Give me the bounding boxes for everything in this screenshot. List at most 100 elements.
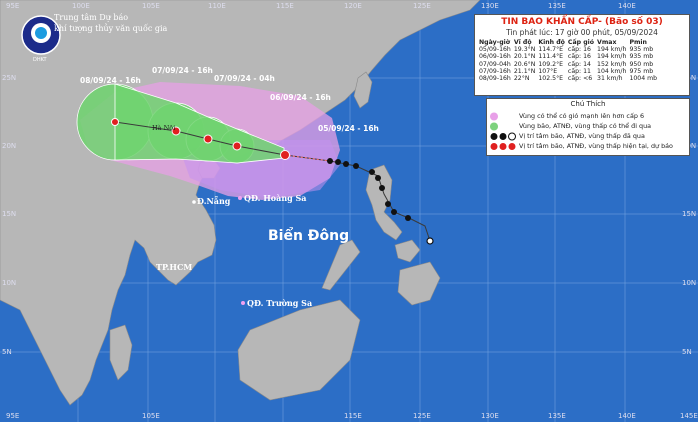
- cell: 152 km/h: [597, 60, 627, 68]
- cell: 06/09-16h: [479, 53, 511, 61]
- cell: cấp: 16: [567, 53, 591, 61]
- lon-top-125: 125E: [413, 2, 431, 10]
- legend-item-storm-zone: Vùng bão, ATNĐ, vùng thấp có thể đi qua: [489, 122, 652, 131]
- cell: 107°E: [538, 67, 558, 75]
- cell: 19.3°N: [513, 46, 536, 53]
- lon-bottom-140: 140E: [618, 412, 636, 420]
- lat-left-20: 20N: [2, 142, 17, 150]
- cell: 07/09-04h: [479, 60, 511, 68]
- lon-top-100: 100E: [72, 2, 90, 10]
- lon-top-140: 140E: [618, 2, 636, 10]
- lon-top-105: 105E: [142, 2, 160, 10]
- cell: 194 km/h: [597, 46, 627, 53]
- col-wind-level: Cấp gió: [567, 39, 595, 46]
- cell: cấp: 11: [567, 67, 591, 75]
- cell: cấp: 16: [567, 46, 591, 53]
- cell: 935 mb: [629, 46, 654, 53]
- cell: 114.7°E: [538, 46, 564, 53]
- table-row: 08/09-16h 22°N 102.5°E cấp: <6 31 km/h 1004 m…: [479, 75, 660, 82]
- legend-item-forecast-center: Vị trí tâm bão, ATNĐ, vùng thấp hiện tại…: [489, 142, 673, 150]
- lat-left-25: 25N: [2, 74, 17, 82]
- cell: 31 km/h: [597, 75, 623, 83]
- place-truongsa: QĐ. Trường Sa: [247, 298, 313, 308]
- lon-bottom-125: 125E: [413, 412, 431, 420]
- lon-bottom-95: 95E: [6, 412, 20, 420]
- table-row: 06/09-16h 20.1°N 111.4°E cấp: 16 194 km/h 935…: [479, 53, 660, 60]
- label-07-09-04h: 07/09/24 - 04h: [214, 74, 275, 83]
- cell: 22°N: [513, 75, 530, 83]
- cell: 21.1°N: [513, 67, 536, 75]
- forecast-center-icon: [490, 143, 516, 150]
- lat-right-5: 5N: [682, 348, 692, 356]
- legend-panel: Chú Thích Vùng có thể có gió mạnh lên hơ…: [486, 98, 690, 156]
- agency-logo: [21, 15, 61, 55]
- cell: 05/09-16h: [479, 46, 511, 53]
- lon-top-120: 120E: [344, 2, 362, 10]
- legend-text: Vị trí tâm bão, ATNĐ, vùng thấp đã qua: [519, 132, 645, 140]
- place-hanoi: Hà Nội: [152, 124, 176, 132]
- green-zone-icon: [490, 122, 498, 131]
- forecast-positions: [111, 118, 290, 160]
- table-header: Ngày-giờ Vĩ độ Kinh độ Cấp gió Vmax Pmin: [479, 39, 660, 46]
- legend-text: Vị trí tâm bão, ATNĐ, vùng thấp hiện tại…: [519, 142, 673, 150]
- org-name: Trung tâm Dự báo khí tượng thủy văn quốc…: [54, 12, 167, 34]
- lon-bottom-135: 135E: [548, 412, 566, 420]
- past-positions: [327, 158, 434, 245]
- lat-right-15: 15N: [682, 210, 697, 218]
- cell: 111.4°E: [538, 53, 564, 61]
- past-center-icon: [490, 132, 516, 141]
- cell: cấp: <6: [567, 75, 593, 83]
- pink-zone-icon: [490, 112, 498, 121]
- bulletin-issued: Tin phát lúc: 17 giờ 00 phút, 05/09/2024: [506, 28, 658, 37]
- col-pmin: Pmin: [629, 39, 647, 46]
- lat-left-15: 15N: [2, 210, 17, 218]
- table-row: 05/09-16h 19.3°N 114.7°E cấp: 16 194 km/h 935…: [479, 46, 660, 53]
- lon-top-95: 95E: [6, 2, 20, 10]
- org-line2: khí tượng thủy văn quốc gia: [54, 24, 168, 33]
- cell: 20.6°N: [513, 60, 536, 68]
- lon-top-115: 115E: [276, 2, 294, 10]
- lon-bottom-105: 105E: [142, 412, 160, 420]
- cell: 935 mb: [629, 53, 654, 61]
- cell: 194 km/h: [597, 53, 627, 61]
- org-line1: Trung tâm Dự báo: [54, 13, 129, 22]
- col-datetime: Ngày-giờ: [479, 39, 510, 46]
- legend-text: Vùng có thể có gió mạnh lên hơn cấp 6: [519, 112, 645, 120]
- col-lon: Kinh độ: [538, 39, 565, 46]
- lon-bottom-130: 130E: [481, 412, 499, 420]
- legend-text: Vùng bão, ATNĐ, vùng thấp có thể đi qua: [519, 122, 652, 130]
- legend-item-wind-zone: Vùng có thể có gió mạnh lên hơn cấp 6: [489, 112, 645, 121]
- forecast-table: Ngày-giờ Vĩ độ Kinh độ Cấp gió Vmax Pmin…: [479, 39, 660, 82]
- cell: 1004 mb: [629, 75, 658, 83]
- logo-text: DHKT: [33, 57, 47, 63]
- cell: 102.5°E: [538, 75, 564, 83]
- table-row: 07/09-04h 20.6°N 109.2°E cấp: 14 152 km/h 950…: [479, 61, 660, 68]
- cell: 109.2°E: [538, 60, 564, 68]
- label-06-09-16h: 06/09/24 - 16h: [270, 93, 331, 102]
- bulletin-panel: TIN BAO KHẨN CẤP- (Bão số 03) Tin phát l…: [474, 14, 690, 96]
- cell: cấp: 14: [567, 60, 591, 68]
- truongsa-dot: [241, 301, 245, 305]
- cell: 08/09-16h: [479, 75, 511, 83]
- lon-top-130: 130E: [481, 2, 499, 10]
- lat-right-10: 10N: [682, 279, 697, 287]
- lon-bottom-115: 115E: [344, 412, 362, 420]
- label-05-09-16h: 05/09/24 - 16h: [318, 124, 379, 133]
- bulletin-title: TIN BAO KHẨN CẤP- (Bão số 03): [501, 17, 663, 27]
- cell: 07/09-16h: [479, 67, 511, 75]
- place-hcm: TP.HCM: [156, 262, 193, 272]
- lon-top-135: 135E: [548, 2, 566, 10]
- cell: 104 km/h: [597, 67, 627, 75]
- lat-left-10: 10N: [2, 279, 17, 287]
- place-danang: Đ.Nẵng: [197, 196, 231, 206]
- col-lat: Vĩ độ: [513, 39, 532, 46]
- table-row: 07/09-16h 21.1°N 107°E cấp: 11 104 km/h 975 m…: [479, 68, 660, 75]
- sea-label: Biển Đông: [268, 228, 350, 244]
- legend-item-past-center: Vị trí tâm bão, ATNĐ, vùng thấp đã qua: [489, 132, 645, 141]
- lon-top-110: 110E: [208, 2, 226, 10]
- lat-left-5: 5N: [2, 348, 12, 356]
- label-08-09-16h: 08/09/24 - 16h: [80, 76, 141, 85]
- cell: 950 mb: [629, 60, 654, 68]
- place-hoangsa: QĐ. Hoàng Sa: [244, 193, 307, 203]
